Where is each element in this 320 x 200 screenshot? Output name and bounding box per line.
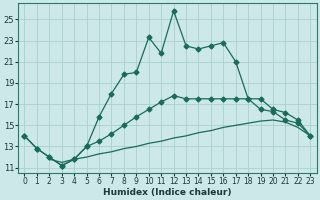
X-axis label: Humidex (Indice chaleur): Humidex (Indice chaleur)	[103, 188, 232, 197]
